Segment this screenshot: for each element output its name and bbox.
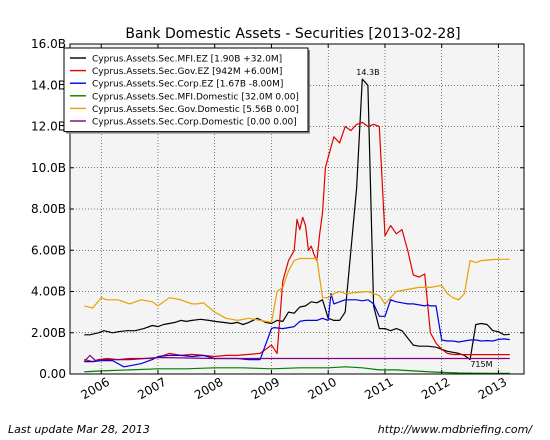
legend-label: Cyprus.Assets.Sec.MFI.EZ [1.90B +32.0M]: [92, 55, 282, 65]
legend-label: Cyprus.Assets.Sec.Gov.Domestic [5.56B 0.…: [92, 105, 299, 115]
annotations: 14.3B 715M: [356, 68, 492, 369]
series-layer: [83, 78, 510, 374]
y-axis: 0.00 2.00B 4.00B 6.00B 8.00B 10.0B 12.0B 14.0B 1…: [31, 37, 524, 381]
legend: Cyprus.Assets.Sec.MFI.EZ [1.90B +32.0M] C…: [63, 47, 310, 134]
y-tick-label: 4.00B: [31, 285, 66, 299]
x-tick-label: 2012: [419, 375, 452, 402]
y-tick-label: 10.0B: [31, 161, 66, 175]
x-tick-label: 2013: [476, 375, 509, 402]
y-tick-label: 6.00B: [31, 243, 66, 257]
y-tick-label: 12.0B: [31, 120, 66, 134]
x-tick-label: 2010: [305, 375, 338, 402]
last-update-text: Last update Mar 28, 2013: [8, 423, 150, 436]
data-annotation: 14.3B: [356, 68, 379, 77]
series-line-1: [84, 78, 510, 361]
series-line-2: [84, 121, 510, 363]
y-tick-label: 0.00: [39, 367, 66, 381]
series-line-4: [84, 366, 510, 374]
chart-title: Bank Domestic Assets - Securities [2013-…: [125, 26, 460, 42]
x-tick-label: 2006: [78, 375, 111, 402]
x-tick-label: 2008: [192, 375, 225, 402]
series-line-6: [83, 354, 510, 363]
y-tick-label: 16.0B: [31, 37, 66, 51]
legend-label: Cyprus.Assets.Sec.Corp.EZ [1.67B -8.00M]: [92, 80, 283, 90]
legend-box: [63, 47, 309, 133]
y-tick-label: 2.00B: [31, 326, 66, 340]
x-tick-label: 2007: [135, 375, 168, 402]
series-line-5: [84, 257, 510, 323]
data-annotation: 715M: [470, 360, 492, 369]
x-tick-label: 2011: [362, 375, 395, 402]
x-tick-label: 2009: [249, 375, 282, 402]
y-tick-label: 14.0B: [31, 78, 66, 92]
series-line-3: [84, 293, 510, 368]
legend-label: Cyprus.Assets.Sec.Gov.EZ [942M +6.00M]: [92, 67, 282, 77]
legend-label: Cyprus.Assets.Sec.Corp.Domestic [0.00 0.…: [92, 118, 297, 128]
legend-label: Cyprus.Assets.Sec.MFI.Domestic [32.0M 0.…: [92, 92, 299, 102]
y-tick-label: 8.00B: [31, 202, 66, 216]
source-url-link[interactable]: http://www.mdbriefing.com/: [377, 423, 532, 436]
